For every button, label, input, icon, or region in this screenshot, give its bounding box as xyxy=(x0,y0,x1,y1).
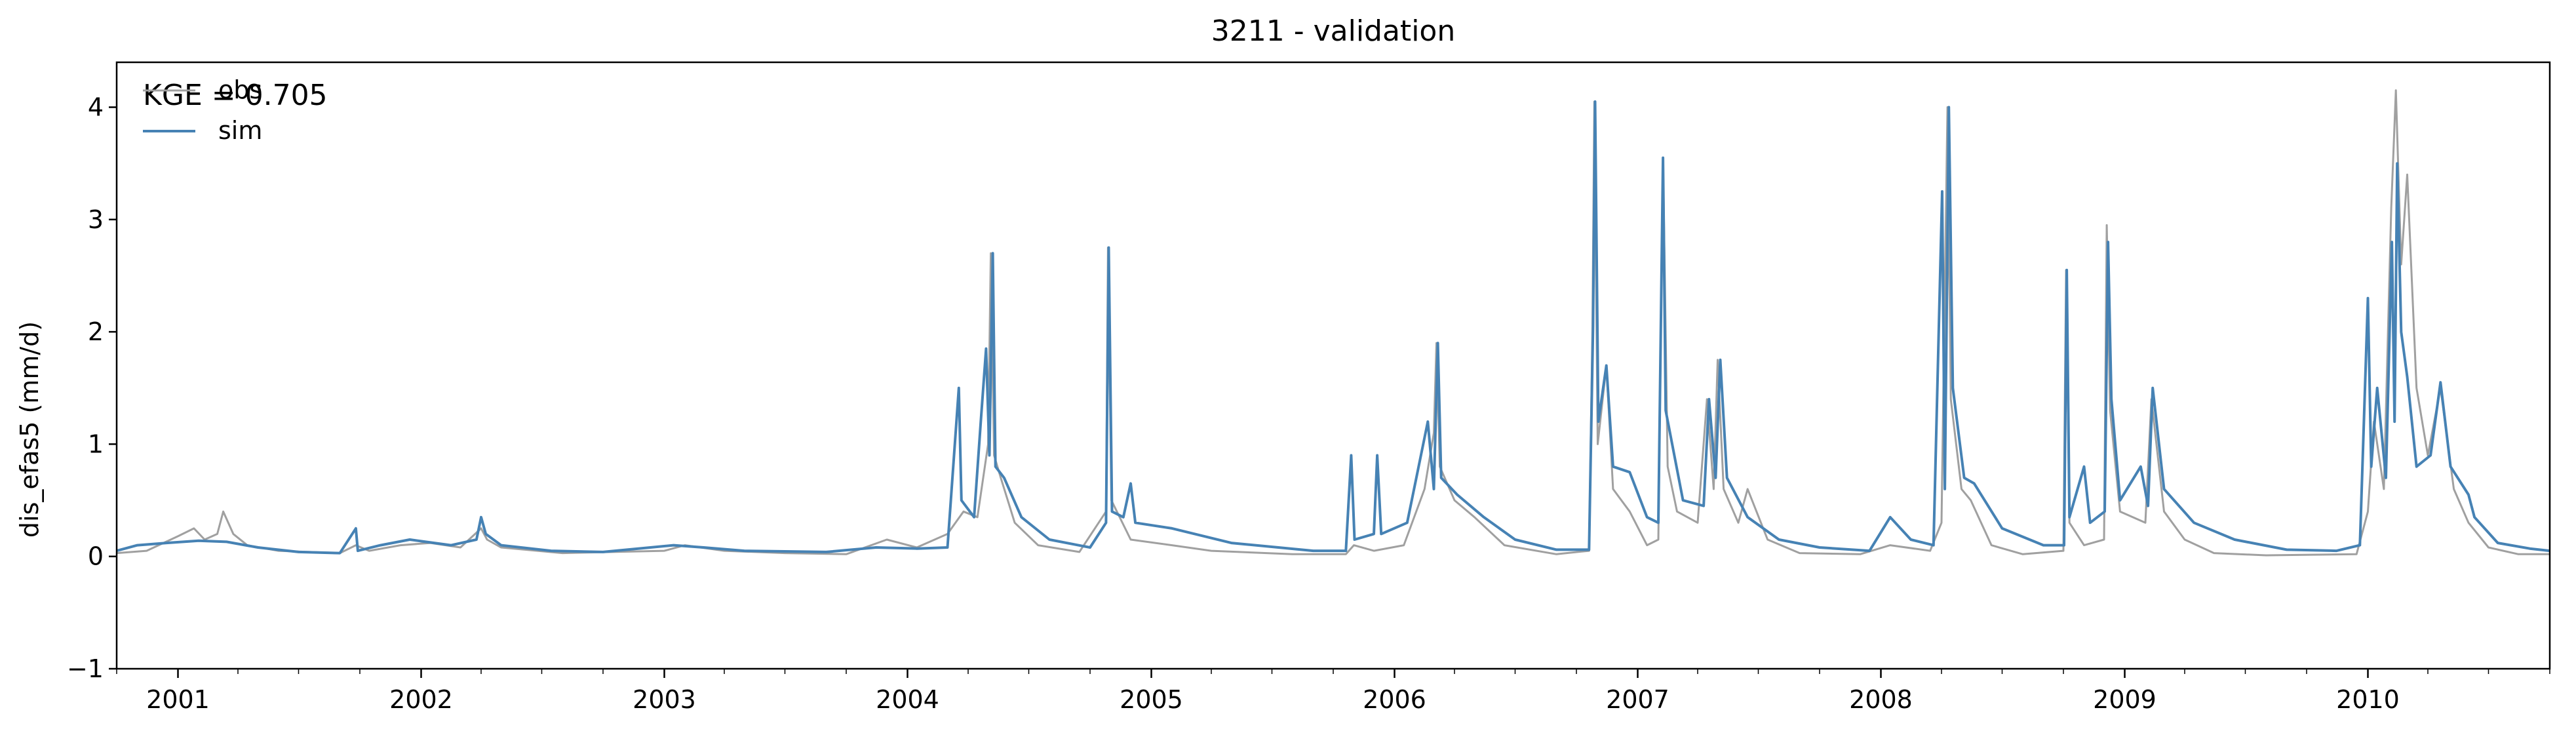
x-tick-label: 2008 xyxy=(1849,685,1913,714)
y-tick-label: 0 xyxy=(88,542,104,571)
y-axis-label: dis_efas5 (mm/d) xyxy=(15,321,44,538)
legend: obs sim xyxy=(143,75,262,145)
x-tick-label: 2004 xyxy=(876,685,939,714)
legend-label-sim: sim xyxy=(218,116,262,145)
y-axis: −1 0 1 2 3 4 xyxy=(67,93,117,683)
x-axis: 2001 2002 2003 2004 2005 2006 2007 2008 2009 2010 xyxy=(116,669,2550,714)
x-tick-label: 2006 xyxy=(1363,685,1426,714)
kge-annotation: KGE = 0.705 xyxy=(143,79,328,112)
legend-label-obs: obs xyxy=(218,75,262,104)
x-tick-label: 2002 xyxy=(389,685,453,714)
x-tick-label: 2009 xyxy=(2093,685,2156,714)
x-tick-label: 2010 xyxy=(2336,685,2400,714)
chart-title: 3211 - validation xyxy=(1211,14,1455,48)
series-line-obs xyxy=(116,89,2550,557)
plot-area xyxy=(116,89,2550,557)
x-tick-label: 2005 xyxy=(1120,685,1183,714)
y-tick-label: 1 xyxy=(88,429,104,458)
y-tick-label: 2 xyxy=(88,317,104,346)
x-tick-label: 2007 xyxy=(1606,685,1669,714)
y-tick-label: −1 xyxy=(67,654,104,683)
series-line-sim xyxy=(116,100,2550,555)
y-tick-label: 3 xyxy=(88,205,104,234)
x-tick-label: 2003 xyxy=(633,685,696,714)
plot-frame xyxy=(115,61,2551,670)
y-tick-label: 4 xyxy=(88,93,104,122)
x-tick-label: 2001 xyxy=(146,685,210,714)
